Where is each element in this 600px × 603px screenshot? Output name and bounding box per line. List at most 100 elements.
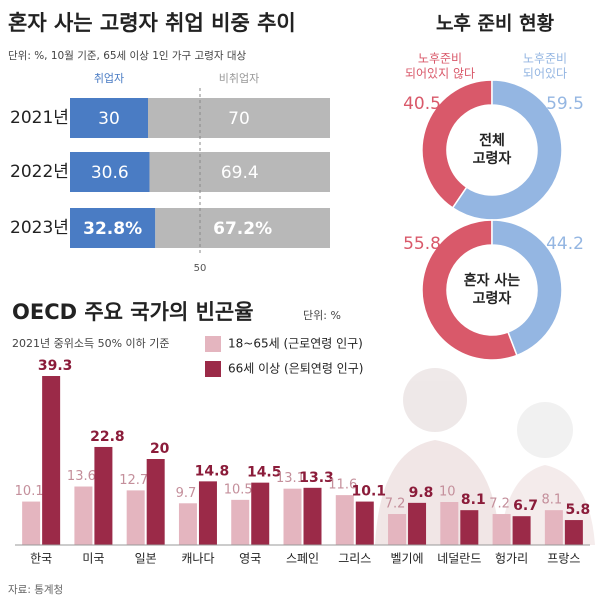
- bar: [70, 208, 156, 248]
- bar: [126, 490, 145, 545]
- bar-value-label: 32.8%: [83, 219, 142, 239]
- bar-value-label: 20: [150, 441, 170, 457]
- value-label: 59.5: [546, 94, 584, 114]
- bar-value-label: 10.5: [224, 482, 253, 497]
- bar-value-label: 13.3: [299, 470, 334, 486]
- x-tick-label: 영국: [239, 552, 261, 566]
- x-tick-label: 벨기에: [390, 552, 423, 566]
- bar-value-label: 9.7: [176, 486, 197, 501]
- chart-subtitle: 2021년 중위소득 50% 이하 기준: [12, 336, 170, 350]
- bar-value-label: 7.2: [489, 497, 510, 512]
- bar: [251, 482, 270, 545]
- bar: [231, 499, 250, 545]
- legend-label: 비취업자: [219, 72, 259, 85]
- x-tick-label: 그리스: [338, 552, 371, 566]
- donut-segment: [491, 219, 563, 357]
- bar-value-label: 8.1: [542, 493, 563, 508]
- x-tick-label: 네덜란드: [437, 552, 481, 566]
- bar: [283, 488, 302, 545]
- bar-value-label: 14.8: [195, 463, 230, 479]
- bar-value-label: 12.7: [119, 473, 148, 488]
- bar: [70, 98, 148, 138]
- bar: [198, 481, 217, 545]
- bar-value-label: 10.1: [15, 484, 44, 499]
- bar: [149, 152, 330, 192]
- y-tick-label: 2021년: [10, 108, 69, 128]
- legend-label: 18~65세 (근로연령 인구): [228, 337, 363, 351]
- bar-value-label: 6.7: [513, 498, 538, 514]
- bar-value-label: 14.5: [247, 465, 282, 481]
- bar: [146, 459, 165, 545]
- donut-segment: [421, 79, 493, 209]
- bar-value-label: 10: [439, 485, 456, 500]
- donut-center-label: 혼자 사는 고령자: [464, 272, 521, 307]
- bar-value-label: 10.1: [351, 484, 386, 500]
- bar-value-label: 30: [98, 109, 120, 129]
- legend-label: 노후준비 되어있다: [523, 51, 567, 80]
- bar: [512, 516, 531, 545]
- chart-title: 혼자 사는 고령자 취업 비중 추이: [8, 11, 296, 35]
- decoration-head: [403, 368, 467, 432]
- bar: [148, 98, 330, 138]
- x-tick-label: 스페인: [286, 552, 319, 566]
- bar: [408, 502, 427, 545]
- donut-segment: [451, 79, 563, 221]
- bar-value-label: 9.8: [409, 485, 434, 501]
- value-label: 40.5: [403, 94, 441, 114]
- bar-value-label: 69.4: [221, 163, 259, 183]
- chart-unit: 단위: %: [303, 309, 341, 322]
- x-tick-label: 한국: [30, 552, 52, 566]
- bar-value-label: 39.3: [38, 358, 73, 374]
- bar-value-label: 67.2%: [213, 219, 272, 239]
- bar: [22, 501, 41, 545]
- bar-value-label: 22.8: [90, 429, 125, 445]
- bar-value-label: 5.8: [565, 502, 590, 518]
- bar-value-label: 7.2: [385, 497, 406, 512]
- bar-value-label: 8.1: [461, 492, 486, 508]
- bar: [564, 520, 583, 545]
- donut-center-label: 전체 고령자: [473, 132, 512, 167]
- chart-subtitle: 단위: %, 10월 기준, 65세 이상 1인 가구 고령자 대상: [8, 49, 247, 62]
- bar: [492, 514, 511, 545]
- value-label: 44.2: [546, 234, 584, 254]
- chart-title: 노후 준비 현황: [436, 12, 555, 35]
- bar-value-label: 13.1: [276, 471, 305, 486]
- legend-swatch: [205, 361, 221, 377]
- donut-segment: [421, 219, 518, 361]
- value-label: 55.8: [403, 234, 441, 254]
- bar: [155, 208, 330, 248]
- bar: [440, 502, 459, 545]
- bar-value-label: 11.6: [328, 478, 357, 493]
- bar: [178, 503, 197, 545]
- bar: [355, 501, 374, 545]
- bar-value-label: 30.6: [91, 163, 129, 183]
- x-tick-label: 일본: [135, 552, 157, 566]
- legend-label: 노후준비 되어있지 않다: [405, 51, 475, 80]
- bar: [74, 486, 93, 545]
- x-tick-label: 미국: [82, 552, 104, 566]
- bar-value-label: 70: [228, 109, 250, 129]
- source: 자료: 통계청: [8, 584, 63, 596]
- bar: [303, 487, 322, 545]
- bar: [388, 514, 407, 545]
- legend-label: 66세 이상 (은퇴연령 인구): [228, 362, 363, 376]
- y-tick-label: 2022년: [10, 162, 69, 182]
- x-tick-label: 프랑스: [547, 552, 580, 566]
- bar: [94, 446, 113, 545]
- x-tick-label: 50: [194, 263, 207, 274]
- x-tick-label: 캐나다: [181, 552, 214, 566]
- legend-swatch: [205, 336, 221, 352]
- chart-title: OECD 주요 국가의 빈곤율: [12, 300, 254, 324]
- bar: [42, 376, 61, 545]
- legend-label: 취업자: [94, 72, 124, 85]
- bar: [544, 510, 563, 545]
- decoration-head: [517, 402, 573, 458]
- bar: [70, 152, 150, 192]
- bar: [335, 495, 354, 545]
- x-tick-label: 헝가리: [495, 552, 528, 566]
- bar-value-label: 13.6: [67, 469, 96, 484]
- y-tick-label: 2023년: [10, 218, 69, 238]
- bar: [460, 510, 479, 545]
